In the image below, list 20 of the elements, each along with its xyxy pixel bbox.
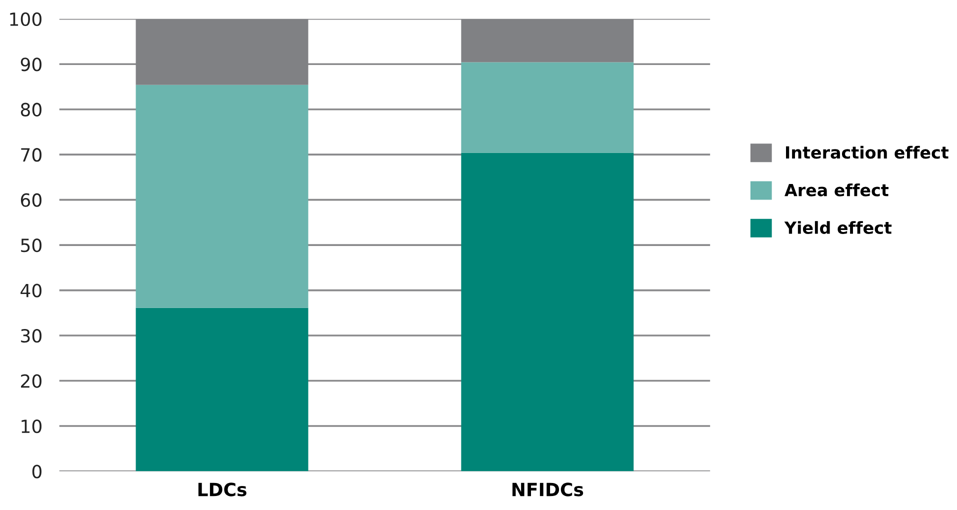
bar xyxy=(136,308,308,472)
y-tick-label: 0 xyxy=(32,464,42,478)
y-tick-label: 40 xyxy=(20,284,42,298)
y-tick-label: 60 xyxy=(20,193,42,207)
bar xyxy=(136,84,308,308)
y-tick-label: 20 xyxy=(21,374,42,388)
y-tick-label: 30 xyxy=(21,328,42,343)
y-tick-label: 80 xyxy=(20,102,42,116)
y-tick-label: 10 xyxy=(22,419,42,434)
bar xyxy=(461,62,634,153)
y-tick-label: 50 xyxy=(21,238,42,252)
legend-label: Yield effect xyxy=(784,221,892,234)
legend-label: Interaction effect xyxy=(786,146,949,159)
y-tick-label: 100 xyxy=(10,12,42,26)
y-tick-label: 90 xyxy=(20,58,42,72)
x-tick-label: LDCs xyxy=(198,482,246,496)
legend-label: Area effect xyxy=(784,183,889,196)
y-tick-label: 70 xyxy=(21,148,42,162)
x-tick-label: NFIDCs xyxy=(512,482,584,496)
bar xyxy=(461,152,634,472)
